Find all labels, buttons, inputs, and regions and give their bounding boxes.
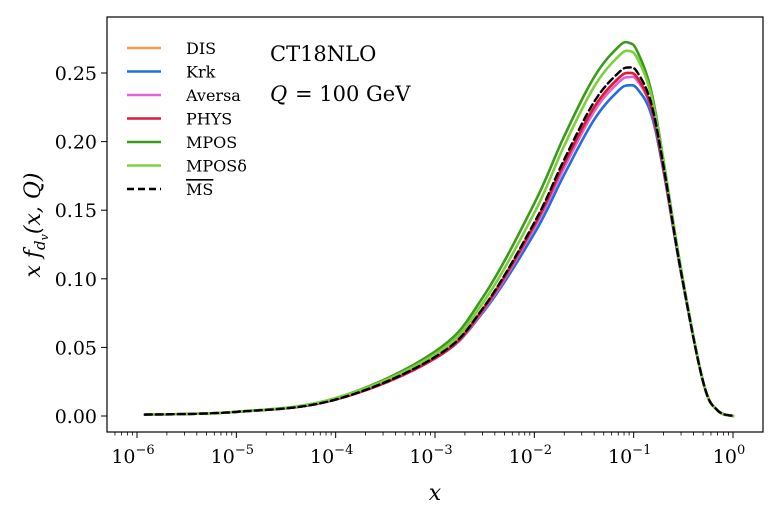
y-tick-label: 0.25: [55, 63, 97, 85]
annotation-scale-var: Q: [270, 82, 287, 106]
legend-label-mpos: MPOSδ: [186, 157, 247, 176]
y-tick-label: 0.00: [55, 406, 97, 428]
annotation-pdf-set: CT18NLO: [270, 42, 376, 66]
legend-label-phys: PHYS: [186, 110, 232, 129]
y-tick-label: 0.15: [55, 200, 97, 222]
annotation-scale: Q = 100 GeV: [270, 82, 411, 106]
series-line-ms: [143, 66, 735, 418]
legend-label-aversa: Aversa: [185, 86, 241, 105]
series-layer: [143, 40, 735, 418]
x-tick-label: 10−5: [211, 443, 254, 468]
y-tick-label: 0.10: [55, 269, 97, 291]
legend-label-dis: DIS: [186, 39, 216, 58]
tick-labels: 10−6 10−5 10−4 10−3 10−2 10−1 100 0.00 0.05 0.10 0…: [55, 63, 746, 468]
y-tick-label: 0.20: [55, 132, 97, 154]
annotation-scale-value: = 100 GeV: [295, 82, 411, 106]
series-line-mpos: [143, 49, 735, 418]
x-axis-label: x: [429, 481, 442, 506]
x-tick-label: 10−6: [111, 443, 154, 468]
y-axis-label: x fdv(x, Q): [21, 173, 51, 278]
x-tick-label: 10−3: [409, 443, 452, 468]
x-tick-label: 10−1: [608, 443, 651, 468]
legend-label-ms: MS: [186, 180, 213, 199]
x-tick-label: 100: [713, 443, 745, 468]
legend: DIS Krk Aversa PHYS MPOS MPOSδ MS: [127, 39, 247, 199]
y-tick-label: 0.05: [55, 337, 97, 359]
plot-frame: [106, 16, 764, 433]
x-tick-label: 10−4: [310, 443, 353, 468]
legend-label-mpos: MPOS: [186, 133, 237, 152]
legend-label-krk: Krk: [186, 63, 216, 82]
x-tick-label: 10−2: [509, 443, 552, 468]
